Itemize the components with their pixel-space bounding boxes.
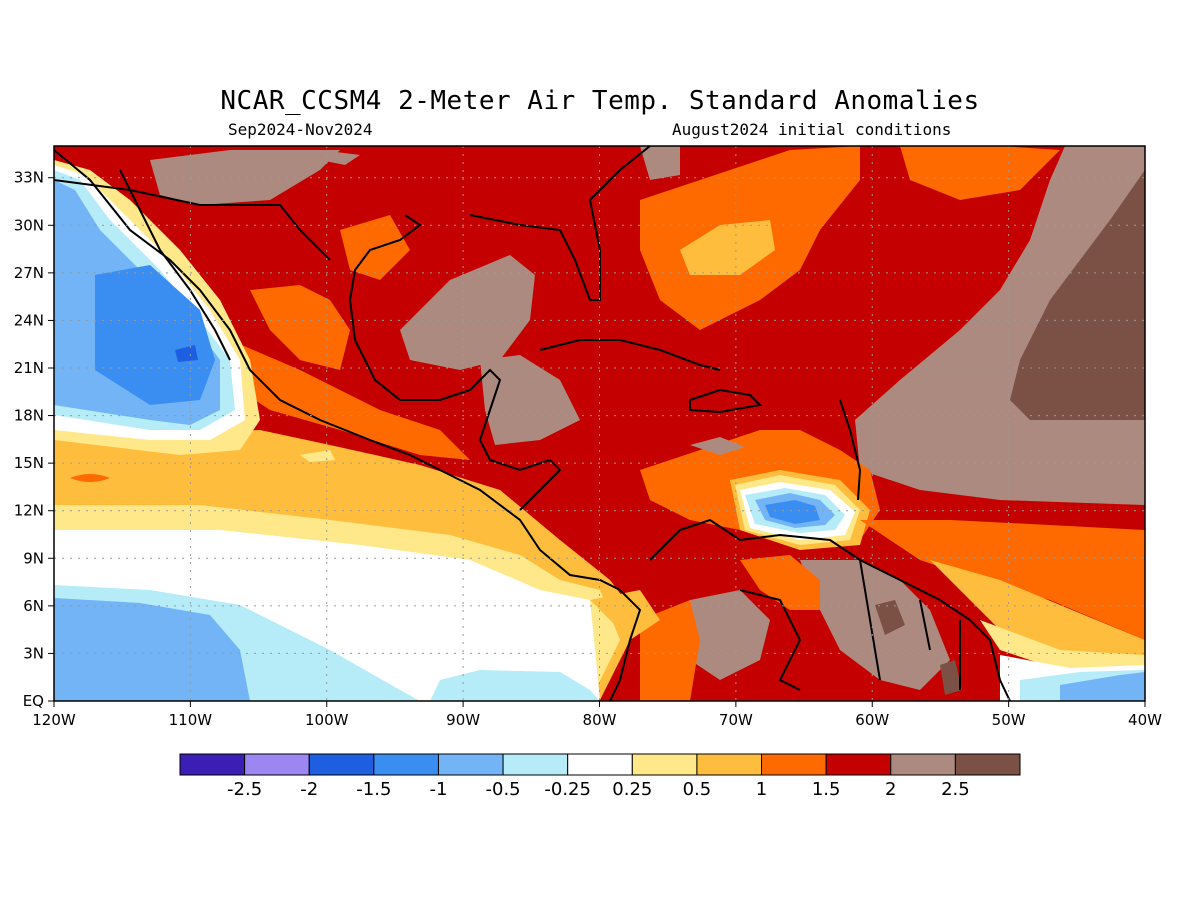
gulf-brown: [400, 255, 535, 370]
sa-brown-east: [800, 560, 950, 690]
forecast-period: Sep2024-Nov2024: [228, 120, 373, 139]
legend-label: 2.5: [941, 779, 970, 800]
sa-orange: [740, 555, 820, 610]
legend-swatch: [308, 753, 375, 776]
longitude-axis: 120W 110W 100W 90W 80W 70W 60W 50W 40W: [32, 701, 1162, 729]
legend-swatch: [890, 753, 956, 776]
eq-atlantic-blue: [1060, 672, 1145, 701]
legend-swatch: [179, 753, 246, 776]
gulf-orange: [250, 285, 350, 370]
legend-swatch: [825, 753, 892, 776]
lat-tick-label: 21N: [14, 359, 44, 377]
caribbean-dark-blue: [765, 500, 820, 524]
lon-tick-label: 50W: [992, 711, 1026, 729]
map-title: NCAR_CCSM4 2-Meter Air Temp. Standard An…: [220, 86, 980, 116]
atlantic-yellow: [680, 220, 775, 275]
atlantic-dark-brown: [1010, 170, 1145, 420]
lat-tick-label: 30N: [14, 216, 44, 234]
legend-label: 2: [885, 779, 896, 800]
mexico-coast-orange: [230, 340, 470, 460]
latitude-axis: EQ 3N 6N 9N 12N 15N 18N 21N 24N 27N 30N 33N: [14, 169, 54, 710]
pacific-orange-dot: [70, 474, 110, 482]
border-sa-inner: [739, 559, 961, 691]
atlantic-upper-brown: [640, 146, 680, 180]
lat-tick-label: 27N: [14, 264, 44, 282]
sa-orange-2: [640, 600, 700, 701]
caribbean-brown: [690, 437, 745, 455]
legend-label: -1.5: [356, 779, 391, 800]
lon-tick-label: 90W: [446, 711, 480, 729]
coast-cuba: [539, 339, 721, 371]
legend-label: -2: [300, 779, 318, 800]
legend-label: -0.25: [544, 779, 591, 800]
lat-tick-label: 6N: [23, 597, 44, 615]
border-us: [54, 179, 331, 261]
eq-atlantic-lightyellow: [980, 620, 1145, 670]
lon-tick-label: 110W: [169, 711, 213, 729]
lat-tick-label: 12N: [14, 502, 44, 520]
lat-tick-label: 24N: [14, 311, 44, 329]
legend-label: 0.25: [612, 779, 652, 800]
legend-label: -2.5: [227, 779, 262, 800]
lon-tick-label: 120W: [32, 711, 76, 729]
atlantic-orange-ne: [900, 146, 1060, 200]
legend-swatch: [244, 753, 310, 776]
legend-swatch: [502, 753, 569, 776]
us-s-brown: [320, 150, 360, 165]
legend-swatch: [954, 753, 1021, 776]
legend-swatch: [373, 753, 439, 776]
coast-mexico-pacific: [54, 149, 642, 701]
sa-dark-brown-2: [940, 660, 962, 695]
legend-swatch: [631, 753, 698, 776]
yucatan-brown: [480, 355, 580, 445]
coast-hispaniola: [689, 388, 763, 414]
legend-label: 1.5: [812, 779, 841, 800]
lat-tick-label: 18N: [14, 407, 44, 425]
anomaly-field: [54, 146, 1145, 701]
lon-tick-label: 60W: [855, 711, 889, 729]
lat-tick-label: 33N: [14, 169, 44, 187]
sa-coast-yellow: [590, 590, 660, 640]
grid-lines: [54, 146, 1145, 701]
baja-blue: [95, 265, 215, 405]
lat-tick-label: 3N: [23, 644, 44, 662]
initial-conditions: August2024 initial conditions: [672, 120, 952, 139]
lon-tick-label: 70W: [719, 711, 753, 729]
lat-tick-label: 9N: [23, 549, 44, 567]
coast-baja: [119, 169, 231, 361]
coast-florida: [469, 146, 651, 301]
coast-lesser-antilles: [839, 399, 862, 501]
legend-swatch: [696, 753, 763, 776]
coast-gulf: [348, 214, 562, 511]
baja-dark-blue: [175, 345, 198, 362]
legend-swatch: [567, 753, 633, 776]
lat-tick-label: 15N: [14, 454, 44, 472]
lat-tick-label: EQ: [23, 692, 44, 710]
pacific-blue-band: [54, 598, 250, 701]
legend-label: -0.5: [486, 779, 521, 800]
coastlines: [54, 146, 1011, 701]
color-legend: -2.5 -2 -1.5 -1 -0.5 -0.25 0.25 0.5 1 1.5 2 2.5: [179, 753, 1021, 800]
lon-tick-label: 40W: [1128, 711, 1162, 729]
sa-brown-west: [690, 590, 770, 680]
legend-label: -1: [429, 779, 447, 800]
lon-tick-label: 80W: [583, 711, 617, 729]
eq-atlantic-yellow: [930, 560, 1145, 660]
pacific-cool-patch: [430, 670, 600, 701]
sa-dark-brown: [875, 600, 905, 635]
lon-tick-label: 100W: [305, 711, 349, 729]
legend-swatch: [761, 753, 827, 776]
legend-swatch: [437, 753, 504, 776]
eq-atlantic-orange: [860, 520, 1145, 640]
legend-label: 1: [756, 779, 767, 800]
legend-label: 0.5: [683, 779, 712, 800]
us-sw-brown: [150, 150, 340, 205]
